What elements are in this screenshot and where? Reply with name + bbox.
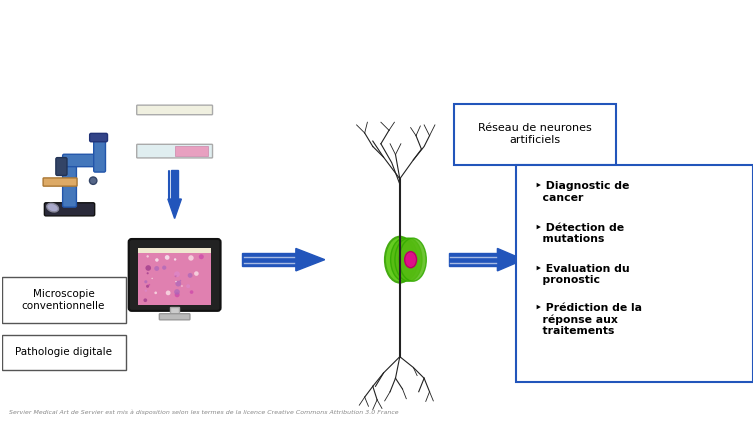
FancyBboxPatch shape bbox=[2, 335, 126, 371]
Circle shape bbox=[145, 289, 147, 292]
Circle shape bbox=[165, 255, 170, 260]
Polygon shape bbox=[498, 249, 524, 271]
FancyBboxPatch shape bbox=[171, 170, 179, 199]
Circle shape bbox=[155, 258, 158, 262]
Circle shape bbox=[146, 255, 149, 257]
Circle shape bbox=[149, 284, 150, 286]
Circle shape bbox=[144, 280, 147, 283]
Text: ‣ Prédiction de la
  réponse aux
  traitements: ‣ Prédiction de la réponse aux traitemen… bbox=[535, 303, 642, 336]
Circle shape bbox=[176, 281, 181, 287]
FancyBboxPatch shape bbox=[63, 157, 76, 207]
FancyBboxPatch shape bbox=[449, 254, 498, 266]
Text: Microscopie
conventionnelle: Microscopie conventionnelle bbox=[22, 289, 106, 311]
FancyBboxPatch shape bbox=[138, 249, 211, 305]
Text: Servier Medical Art de Servier est mis à disposition selon les termes de la lice: Servier Medical Art de Servier est mis à… bbox=[10, 409, 399, 415]
Circle shape bbox=[175, 275, 177, 277]
Circle shape bbox=[179, 280, 181, 281]
Text: ‣ Evaluation du
  pronostic: ‣ Evaluation du pronostic bbox=[535, 264, 630, 285]
Circle shape bbox=[90, 177, 97, 184]
Circle shape bbox=[181, 285, 182, 287]
Circle shape bbox=[194, 271, 199, 276]
Circle shape bbox=[188, 255, 194, 261]
FancyBboxPatch shape bbox=[44, 203, 95, 216]
FancyBboxPatch shape bbox=[516, 165, 752, 381]
Circle shape bbox=[188, 273, 192, 278]
Ellipse shape bbox=[391, 238, 418, 281]
Circle shape bbox=[143, 298, 147, 302]
Text: ‣ Détection de
  mutations: ‣ Détection de mutations bbox=[535, 223, 624, 244]
FancyBboxPatch shape bbox=[2, 277, 126, 323]
Circle shape bbox=[175, 281, 176, 282]
FancyBboxPatch shape bbox=[175, 146, 208, 156]
Circle shape bbox=[174, 258, 176, 261]
Circle shape bbox=[146, 265, 151, 271]
Ellipse shape bbox=[395, 238, 422, 281]
FancyBboxPatch shape bbox=[56, 158, 67, 176]
Circle shape bbox=[174, 289, 179, 295]
FancyBboxPatch shape bbox=[159, 314, 190, 320]
Text: Réseau de neurones
artificiels: Réseau de neurones artificiels bbox=[478, 123, 592, 145]
FancyBboxPatch shape bbox=[138, 248, 211, 253]
Circle shape bbox=[175, 292, 179, 297]
Ellipse shape bbox=[385, 237, 415, 283]
FancyBboxPatch shape bbox=[136, 105, 213, 115]
Circle shape bbox=[155, 266, 159, 271]
Circle shape bbox=[186, 284, 190, 288]
FancyBboxPatch shape bbox=[136, 144, 213, 158]
FancyBboxPatch shape bbox=[93, 135, 106, 172]
Circle shape bbox=[190, 290, 194, 294]
FancyBboxPatch shape bbox=[170, 306, 179, 316]
FancyBboxPatch shape bbox=[43, 178, 77, 186]
Ellipse shape bbox=[47, 203, 59, 212]
Ellipse shape bbox=[405, 252, 416, 268]
Text: Pathologie digitale: Pathologie digitale bbox=[15, 347, 112, 357]
FancyBboxPatch shape bbox=[454, 104, 616, 165]
Polygon shape bbox=[296, 249, 325, 271]
Circle shape bbox=[199, 254, 204, 259]
Polygon shape bbox=[168, 199, 182, 219]
FancyBboxPatch shape bbox=[63, 154, 103, 167]
FancyBboxPatch shape bbox=[129, 239, 221, 311]
FancyBboxPatch shape bbox=[90, 133, 108, 142]
Circle shape bbox=[146, 272, 149, 274]
Circle shape bbox=[155, 292, 157, 294]
Circle shape bbox=[174, 271, 180, 277]
FancyBboxPatch shape bbox=[242, 254, 296, 266]
Circle shape bbox=[146, 285, 149, 288]
Ellipse shape bbox=[400, 238, 426, 281]
Text: ‣ Diagnostic de
  cancer: ‣ Diagnostic de cancer bbox=[535, 181, 630, 203]
Circle shape bbox=[152, 278, 153, 279]
Circle shape bbox=[166, 290, 170, 295]
Circle shape bbox=[162, 265, 167, 270]
